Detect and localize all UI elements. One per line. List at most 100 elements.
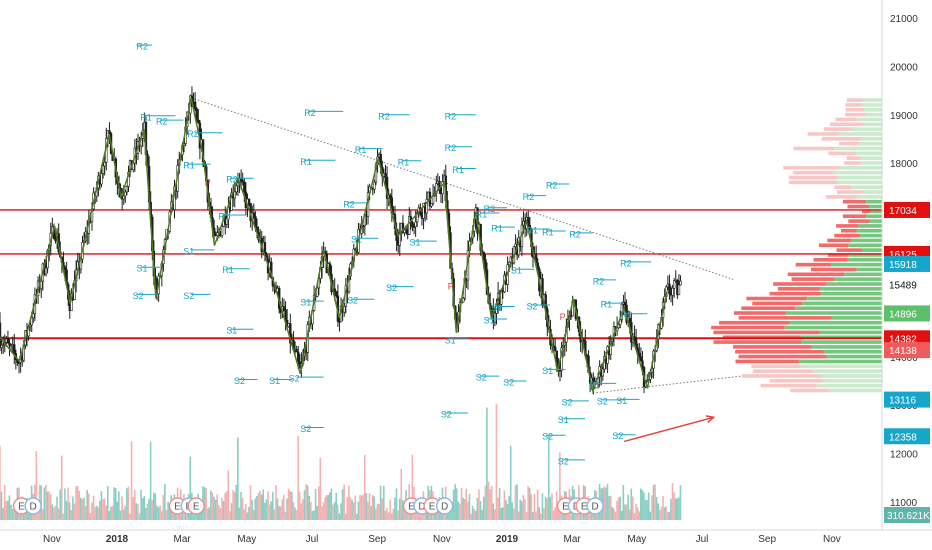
price-tag-label: 13116 xyxy=(889,396,917,407)
volume-bar xyxy=(91,502,93,520)
volume-bar xyxy=(470,513,472,520)
volume-profile-buy xyxy=(800,364,882,369)
candle-body xyxy=(430,203,433,207)
volume-bar xyxy=(73,503,76,520)
volume-profile-sell xyxy=(807,132,839,136)
dividend-marker-icon[interactable] xyxy=(586,497,604,515)
price-tag-label: 14138 xyxy=(889,346,917,357)
volume-bar xyxy=(368,493,371,520)
volume-profile-sell xyxy=(818,243,849,248)
volume-bar xyxy=(140,489,142,520)
volume-bar xyxy=(297,436,299,520)
candle-body xyxy=(412,226,416,228)
volume-bar xyxy=(513,508,515,520)
candle-body xyxy=(6,338,10,344)
event-marker-letter: E xyxy=(193,502,200,513)
candle-body xyxy=(389,194,392,199)
dividend-marker-icon[interactable] xyxy=(435,497,454,515)
volume-bar xyxy=(64,488,66,520)
volume-profile-buy xyxy=(858,224,882,228)
candle-body xyxy=(225,218,229,225)
candle-body xyxy=(241,180,244,183)
candle-body xyxy=(411,221,414,227)
dotted-trendline xyxy=(592,375,742,394)
price-tag xyxy=(884,428,930,445)
volume-bar xyxy=(486,407,488,520)
volume-bar xyxy=(654,484,656,520)
dividend-marker-icon[interactable] xyxy=(24,497,42,515)
volume-bar xyxy=(679,485,682,520)
volume-bar xyxy=(200,509,203,520)
pivot-label-s1: S1 xyxy=(491,303,502,313)
pivot-label-s1: S1 xyxy=(616,396,627,406)
volume-bar xyxy=(411,454,414,520)
volume-bar xyxy=(287,488,290,520)
volume-bar xyxy=(11,509,14,520)
volume-bar xyxy=(360,495,363,520)
volume-bar xyxy=(465,488,468,520)
volume-profile-buy xyxy=(860,156,882,160)
volume-profile xyxy=(711,98,882,393)
volume-profile-buy xyxy=(834,277,882,281)
volume-profile-sell xyxy=(821,137,861,141)
volume-bar xyxy=(146,503,149,520)
volume-profile-sell xyxy=(795,262,832,267)
volume-bar xyxy=(162,494,165,520)
candle-body xyxy=(462,297,465,303)
volume-bar xyxy=(386,507,388,520)
volume-bar xyxy=(311,510,314,520)
price-tag xyxy=(884,201,930,218)
volume-bar xyxy=(165,510,168,520)
volume-bar xyxy=(489,489,491,520)
volume-bar xyxy=(121,496,123,520)
earnings-marker-icon[interactable] xyxy=(187,497,205,515)
volume-profile-buy xyxy=(812,369,882,373)
pivot-label-s1: S1 xyxy=(269,376,280,386)
volume-bar xyxy=(102,499,104,520)
volume-bar xyxy=(371,495,374,520)
pivot-label-s1: S1 xyxy=(226,326,237,336)
candle-body xyxy=(230,192,233,211)
volume-profile-buy xyxy=(802,301,882,306)
candle-body xyxy=(639,356,643,362)
volume-bar xyxy=(519,499,522,520)
candle-body xyxy=(44,267,48,275)
price-tag-label: 15918 xyxy=(889,260,917,271)
candle-body xyxy=(195,108,198,121)
volume-profile-sell xyxy=(836,248,863,252)
volume-bar xyxy=(674,497,677,520)
volume-profile-buy xyxy=(811,345,882,349)
time-tick-label: Nov xyxy=(823,534,841,545)
volume-bar xyxy=(271,491,274,520)
volume-profile-sell xyxy=(845,103,861,107)
candle-body xyxy=(235,185,238,193)
volume-bar xyxy=(103,498,106,520)
volume-bar xyxy=(322,502,325,520)
volume-bar xyxy=(99,500,101,520)
volume-bar xyxy=(346,497,349,520)
volume-bar xyxy=(54,505,57,520)
volume-bar xyxy=(241,497,244,520)
price-axis[interactable]: 1100012000130001400015000160001700018000… xyxy=(884,14,930,523)
volume-bar xyxy=(678,497,680,520)
candle-body xyxy=(233,191,236,199)
volume-bar xyxy=(194,511,196,520)
volume-bar xyxy=(270,501,272,520)
volume-profile-buy xyxy=(869,219,882,223)
time-axis[interactable]: Nov 2018 Mar May Jul Sep Nov 2019 Mar May Jul Sep No… xyxy=(43,534,841,545)
volume-bar xyxy=(84,506,87,520)
volume-bar xyxy=(625,504,628,520)
volume-bar xyxy=(676,498,679,520)
candle-body xyxy=(297,351,300,363)
volume-bar xyxy=(365,493,368,520)
volume-bar xyxy=(156,505,158,520)
volume-bar xyxy=(281,499,284,520)
volume-bar xyxy=(70,510,73,520)
time-tick-label: Jul xyxy=(306,534,319,545)
pivot-label-s2: S2 xyxy=(562,397,573,407)
volume-bar xyxy=(375,508,377,520)
volume-profile-sell xyxy=(746,296,808,301)
p-marker: P xyxy=(560,312,566,322)
event-markers[interactable]: EDEDEEDEDEDED xyxy=(12,497,604,515)
